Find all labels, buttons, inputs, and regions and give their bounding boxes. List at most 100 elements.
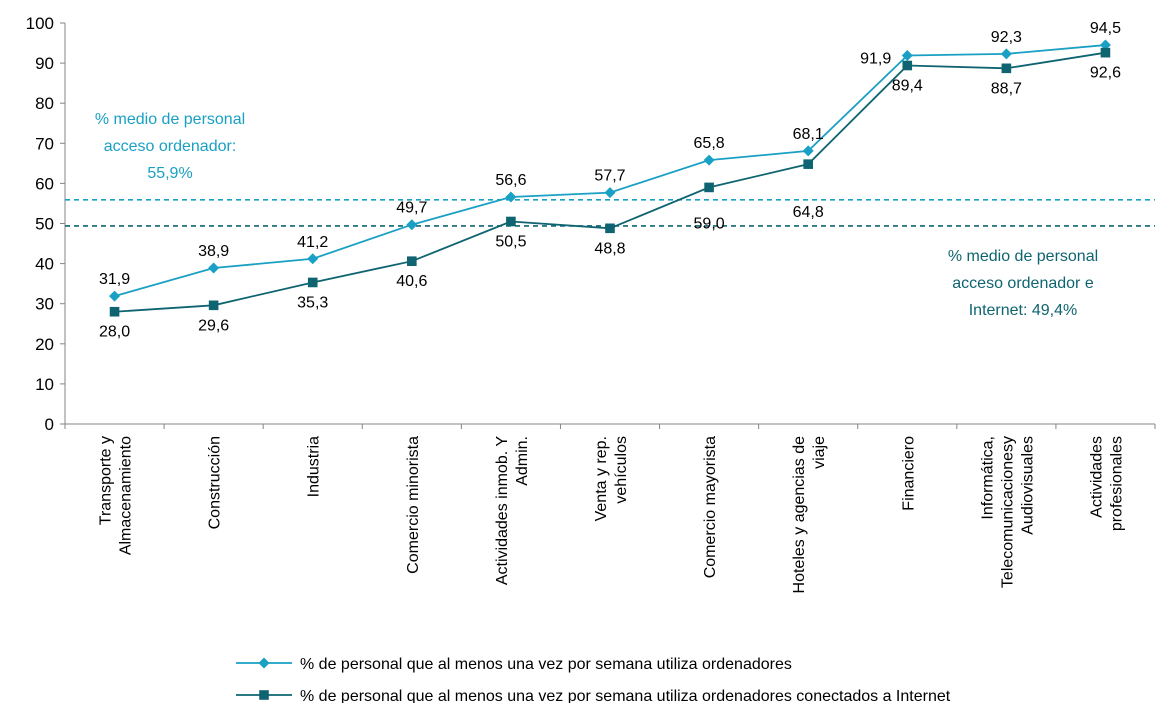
legend-item: % de personal que al menos una vez por s… <box>236 688 951 703</box>
data-label: 41,2 <box>297 234 328 251</box>
x-category-label-line: Construcción <box>207 436 224 529</box>
x-category-label-line: Financiero <box>900 436 917 511</box>
data-point-square <box>1001 63 1012 74</box>
x-category-label-line: Informática, <box>979 436 996 520</box>
legend: % de personal que al menos una vez por s… <box>236 656 951 703</box>
data-label: 28,0 <box>99 324 130 341</box>
x-category-label-line: Venta y rep. <box>593 436 610 521</box>
data-label: 48,8 <box>594 240 625 257</box>
data-point-diamond <box>505 191 517 203</box>
y-tick-label: 90 <box>35 54 54 73</box>
y-tick-label: 60 <box>35 174 54 193</box>
x-axis: Transporte y Almacenamiento Construcción In… <box>64 423 1156 594</box>
reference-annotation-line: acceso ordenador e <box>952 275 1094 292</box>
data-point-square <box>704 182 714 193</box>
x-category-label: Venta y rep. vehículos <box>593 436 630 521</box>
y-axis: 0 10 20 30 40 50 60 70 80 90 100 <box>26 14 66 434</box>
x-category-label: Industria <box>306 436 323 497</box>
data-point-diamond <box>258 657 270 669</box>
x-category-label-line: Telecomunicacionesy <box>999 436 1016 588</box>
data-label: 68,1 <box>793 126 824 143</box>
x-category-label-line: Actividades inmob. Y <box>494 436 511 585</box>
y-tick-label: 100 <box>26 14 54 33</box>
x-category-label: Informática, Telecomunicacionesy Audiovisu… <box>979 436 1036 588</box>
x-category-label: Transporte y Almacenamiento <box>98 436 135 555</box>
data-label: 50,5 <box>495 233 526 250</box>
data-point-diamond <box>109 290 121 302</box>
data-point-diamond <box>901 49 913 61</box>
data-label: 92,3 <box>991 29 1022 46</box>
data-point-square <box>259 690 269 700</box>
reference-annotation-line: % medio de personal <box>948 248 1098 265</box>
data-label: 57,7 <box>594 168 625 185</box>
x-category-label-line: Transporte y <box>98 436 115 525</box>
x-category-label-line: Admin. <box>514 436 531 486</box>
y-tick-label: 50 <box>35 215 54 234</box>
data-point-diamond <box>1000 48 1012 60</box>
x-category-label: Construcción <box>207 436 224 529</box>
data-label: 89,4 <box>892 78 923 95</box>
data-label: 88,7 <box>991 80 1022 97</box>
y-tick-label: 80 <box>35 94 54 113</box>
data-label: 49,7 <box>396 200 427 217</box>
data-point-square <box>407 256 417 266</box>
data-point-diamond <box>208 262 220 274</box>
data-label: 56,6 <box>495 172 526 189</box>
data-label: 38,9 <box>198 243 229 260</box>
x-category-label: Hoteles y agencias de viaje <box>791 436 828 594</box>
data-point-square <box>208 300 219 311</box>
data-label: 35,3 <box>297 294 328 311</box>
x-category-label-line: vehículos <box>613 436 630 504</box>
data-label: 29,6 <box>198 317 229 334</box>
reference-lines: % medio de personal acceso ordenador: 55,9… <box>65 111 1155 319</box>
data-point-square <box>902 60 913 71</box>
data-label: 92,6 <box>1090 65 1121 82</box>
legend-item: % de personal que al menos una vez por s… <box>236 656 792 673</box>
y-tick-label: 20 <box>35 335 54 354</box>
data-point-square <box>803 159 813 169</box>
x-category-label-line: Actividades <box>1088 436 1105 518</box>
reference-annotation-line: 55,9% <box>147 165 192 182</box>
data-label: 31,9 <box>99 271 130 288</box>
data-label: 59,0 <box>694 215 725 232</box>
x-category-label-line: viaje <box>811 436 828 469</box>
data-point-diamond <box>802 145 814 157</box>
reference-annotation-line: % medio de personal <box>95 111 245 128</box>
data-point-square <box>506 216 516 227</box>
data-point-square <box>1100 47 1111 58</box>
y-tick-label: 70 <box>35 134 54 153</box>
x-category-label-line: Hoteles y agencias de <box>791 436 808 594</box>
data-point-diamond <box>703 154 715 166</box>
x-category-label-line: Comercio mayorista <box>702 436 719 578</box>
reference-annotation: % medio de personal acceso ordenador: 55,9… <box>95 111 245 182</box>
data-label: 94,5 <box>1090 20 1121 37</box>
x-category-label: Actividades inmob. Y Admin. <box>494 436 531 585</box>
reference-annotation-line: acceso ordenador: <box>104 138 237 155</box>
reference-annotation: % medio de personal acceso ordenador e Int… <box>948 248 1098 319</box>
data-labels: 31,9 38,9 41,2 49,7 56,6 57,7 65,8 68,1 91,9 92,3… <box>99 20 1121 341</box>
data-point-diamond <box>604 187 616 199</box>
x-category-label: Financiero <box>900 436 917 511</box>
data-label: 40,6 <box>396 273 427 290</box>
y-tick-label: 10 <box>35 375 54 394</box>
x-category-label-line: Comercio minorista <box>405 436 422 574</box>
data-point-square <box>109 306 120 317</box>
x-category-label-line: profesionales <box>1108 436 1125 531</box>
y-tick-label: 40 <box>35 255 54 274</box>
x-category-label-line: Almacenamiento <box>118 436 135 555</box>
x-category-label: Actividades profesionales <box>1088 436 1125 531</box>
data-label: 65,8 <box>694 135 725 152</box>
data-point-diamond <box>1099 39 1111 51</box>
reference-annotation-line: Internet: 49,4% <box>969 302 1078 319</box>
series-lines <box>109 39 1111 317</box>
data-point-square <box>605 223 615 234</box>
data-label: 91,9 <box>860 50 891 67</box>
legend-label: % de personal que al menos una vez por s… <box>300 688 951 703</box>
x-category-label-line: Audiovisuales <box>1019 436 1036 535</box>
x-category-label: Comercio mayorista <box>702 436 719 578</box>
data-point-diamond <box>307 253 319 265</box>
x-category-label: Comercio minorista <box>405 436 422 574</box>
data-label: 64,8 <box>793 204 824 221</box>
data-point-diamond <box>406 219 418 231</box>
